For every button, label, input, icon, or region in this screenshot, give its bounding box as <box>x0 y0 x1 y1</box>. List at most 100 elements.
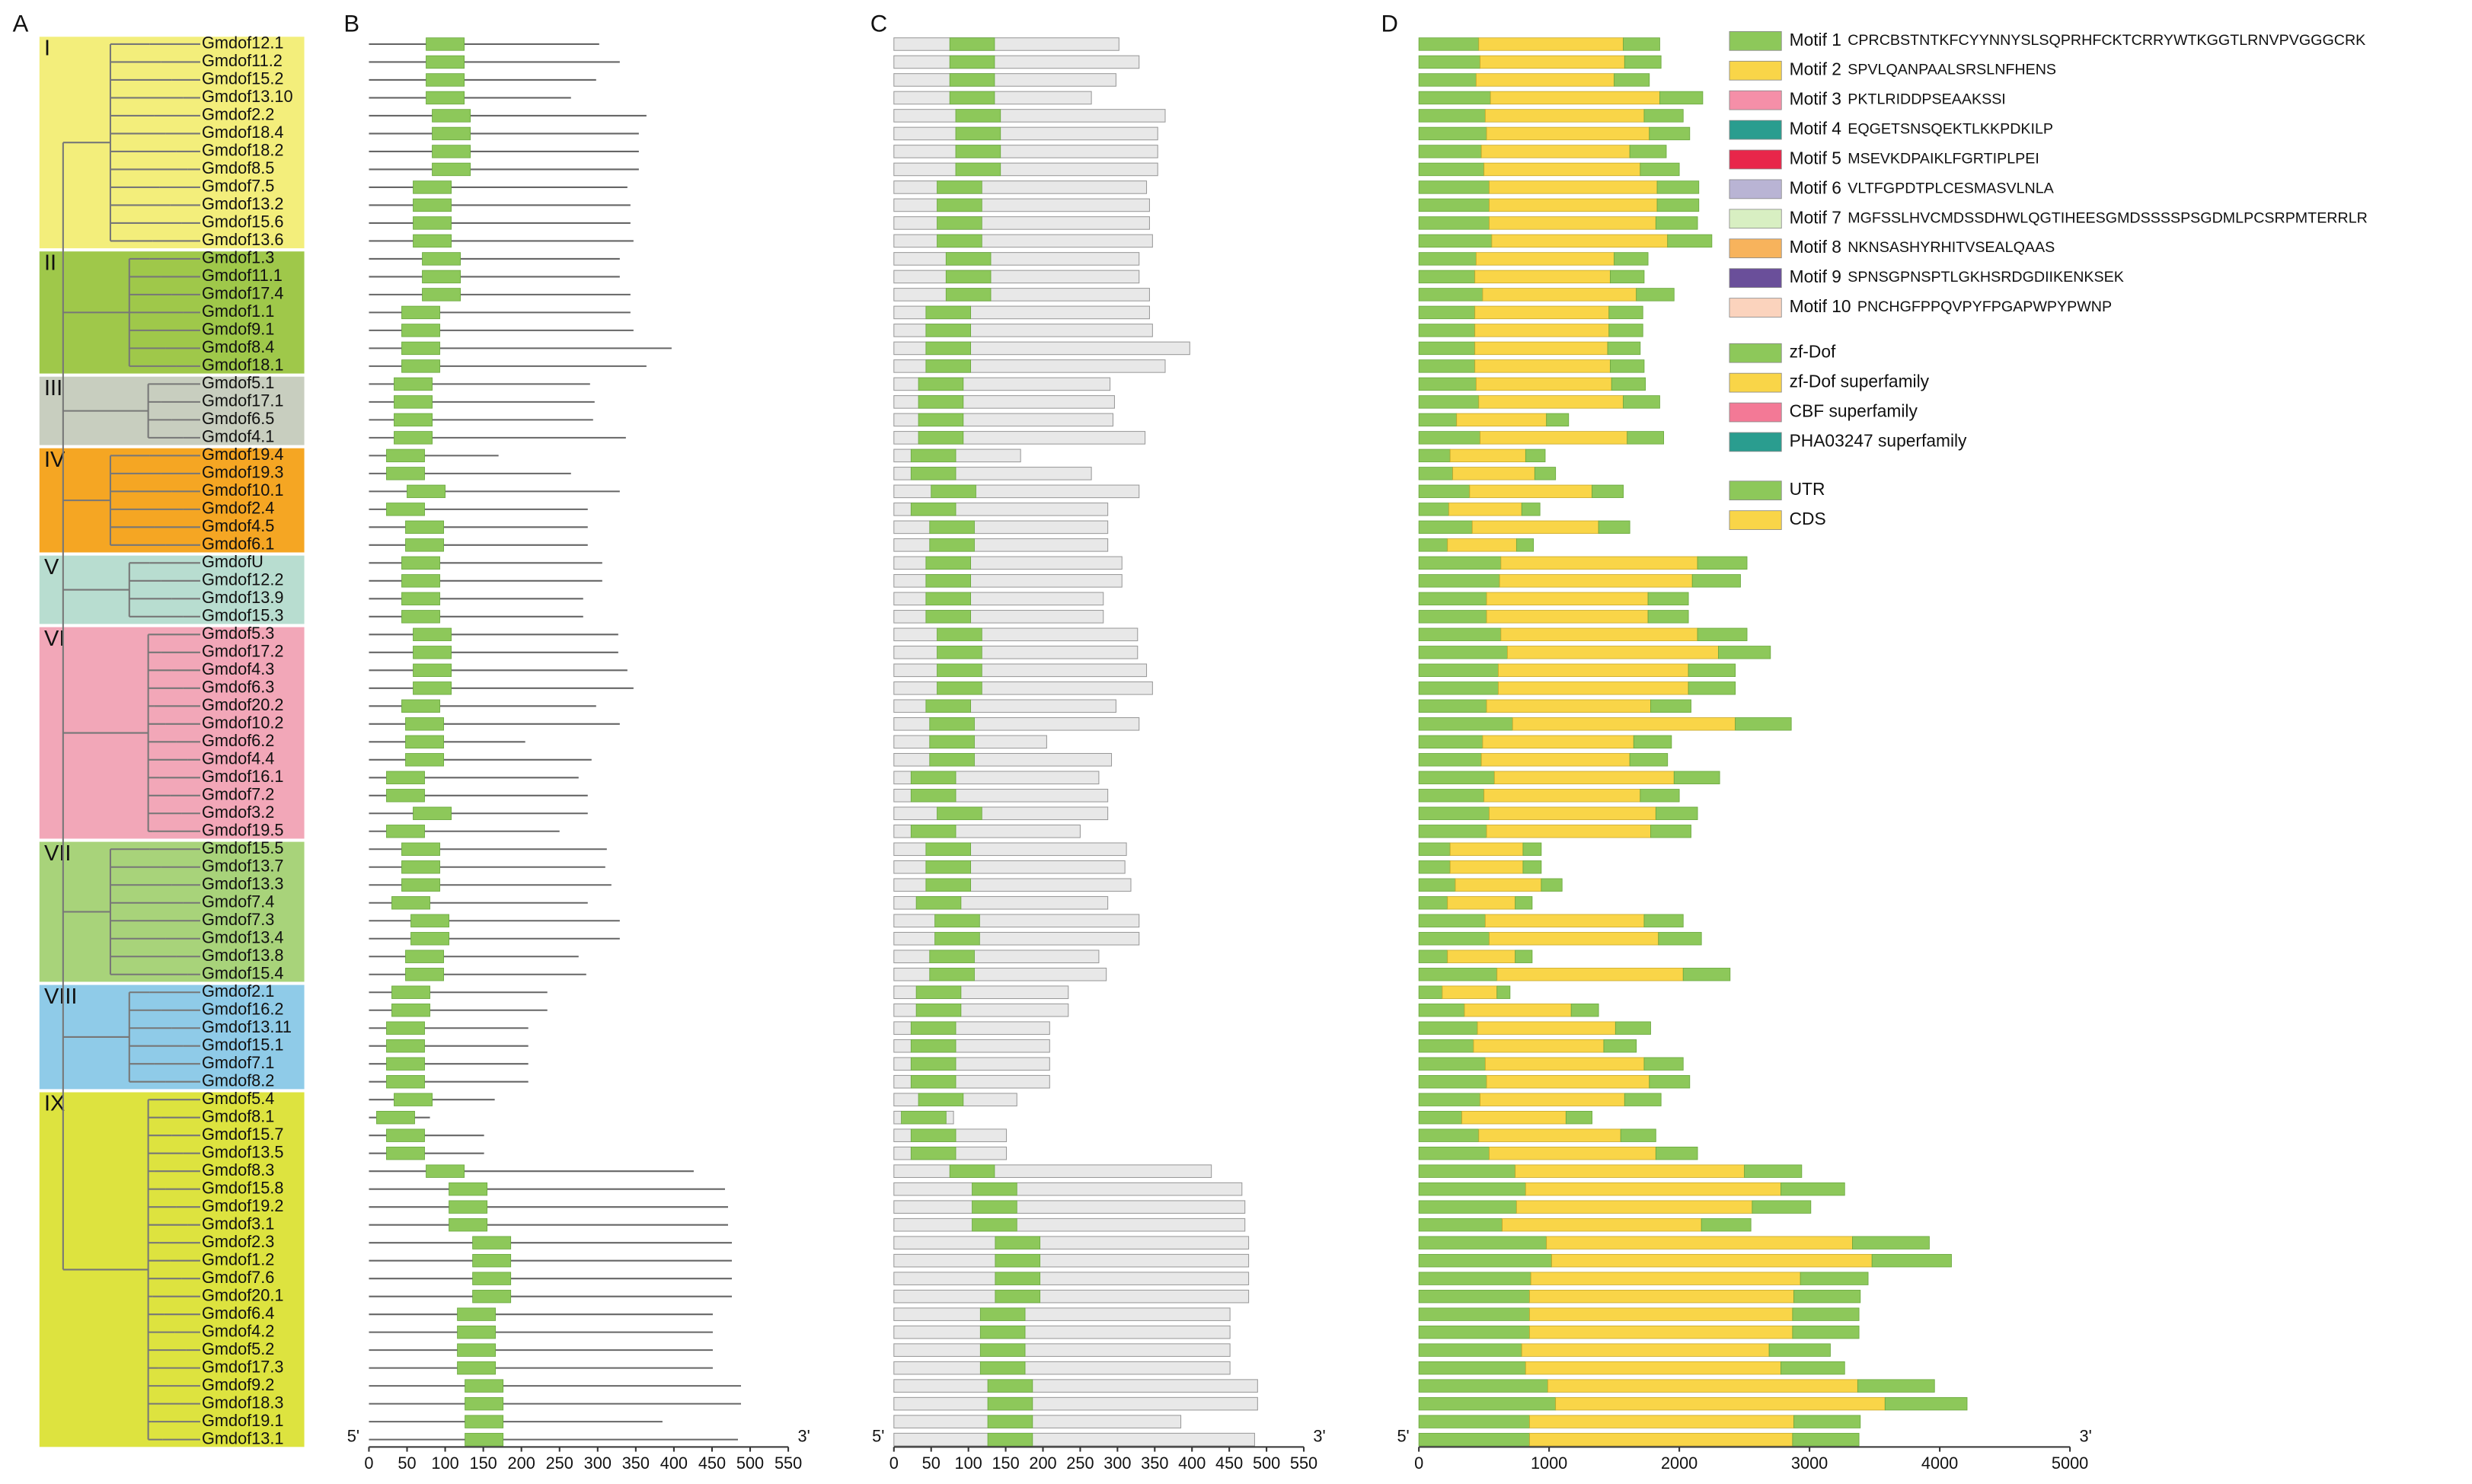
utr-box <box>1607 341 1641 356</box>
domain-box <box>937 627 982 642</box>
utr-box <box>1515 949 1533 963</box>
cds-box <box>1456 413 1547 427</box>
motif-box <box>386 771 425 784</box>
cds-box <box>1478 1128 1621 1142</box>
motif-box <box>391 896 430 910</box>
motif-box <box>413 180 452 194</box>
gene-name: Gmdof13.6 <box>202 230 283 249</box>
motif-box <box>413 681 452 695</box>
legend-name: PHA03247 superfamily <box>1790 430 1967 450</box>
utr-box <box>1418 91 1491 105</box>
x-tick-label: 2000 <box>1661 1454 1698 1473</box>
gene-name: Gmdof7.3 <box>202 910 274 929</box>
domain-box <box>931 484 976 499</box>
protein-box <box>893 681 1153 695</box>
utr-box <box>1629 145 1667 158</box>
utr-box <box>1418 574 1500 588</box>
motif-box <box>401 574 440 588</box>
cds-box <box>1489 216 1656 230</box>
protein-box <box>893 1432 1255 1447</box>
utr-box <box>1752 1200 1812 1214</box>
motif-box <box>432 109 471 123</box>
gene-name: Gmdof8.3 <box>202 1160 274 1179</box>
utr-box <box>1546 413 1570 427</box>
utr-box <box>1418 1218 1503 1232</box>
protein-box <box>893 198 1150 212</box>
cds-box <box>1529 1415 1794 1428</box>
domain-box <box>925 878 971 892</box>
protein-box <box>893 967 1107 981</box>
motif-box <box>465 1379 504 1393</box>
legend-seq: SPVLQANPAALSRSLNFHENS <box>1848 62 2056 78</box>
domain-box <box>915 985 962 999</box>
utr-box <box>1418 484 1471 499</box>
utr-box <box>1610 270 1645 284</box>
cds-box <box>1475 252 1615 266</box>
motif-box <box>391 985 430 999</box>
gene-name: Gmdof5.3 <box>202 624 274 643</box>
protein-box <box>893 252 1140 266</box>
end-label: 3' <box>2080 1427 2092 1446</box>
domain-box <box>901 1111 947 1125</box>
utr-box <box>1682 968 1731 981</box>
cds-box <box>1480 145 1630 158</box>
x-tick-label: 100 <box>431 1454 458 1473</box>
gene-name: Gmdof6.4 <box>202 1304 274 1323</box>
motif-box <box>472 1236 512 1249</box>
motif-box <box>386 789 425 803</box>
utr-box <box>1418 1307 1530 1321</box>
gene-name: Gmdof12.1 <box>202 34 283 53</box>
panel-label: C <box>870 10 887 37</box>
legend-label: UTR <box>1790 479 1825 499</box>
legend-name: Motif 8 <box>1790 237 1841 257</box>
motif-box <box>449 1218 488 1232</box>
utr-box <box>1565 1111 1592 1125</box>
domain-box <box>937 198 982 212</box>
gene-name: Gmdof6.3 <box>202 678 274 697</box>
legend-name: Motif 4 <box>1790 119 1841 139</box>
motif-box <box>465 1432 504 1447</box>
utr-box <box>1871 1253 1952 1268</box>
protein-box <box>893 646 1139 659</box>
utr-box <box>1418 1200 1517 1214</box>
domain-box <box>929 520 975 535</box>
gene-name: Gmdof8.2 <box>202 1071 274 1090</box>
domain-box <box>929 968 975 981</box>
motif-box <box>422 252 461 266</box>
gene-name: Gmdof18.2 <box>202 141 283 160</box>
motif-box <box>401 878 440 892</box>
x-tick-label: 550 <box>774 1454 802 1473</box>
motif-box <box>413 806 452 820</box>
legend-swatch <box>1729 298 1782 318</box>
gene-name: Gmdof11.1 <box>202 266 283 285</box>
motif-box <box>405 949 444 963</box>
domain-box <box>987 1432 1033 1447</box>
protein-box <box>893 931 1140 946</box>
gene-name: Gmdof15.3 <box>202 606 283 625</box>
motif-box <box>413 216 452 230</box>
utr-box <box>1793 1289 1861 1304</box>
gene-name: Gmdof16.1 <box>202 767 283 786</box>
gene-name: GmdofU <box>202 552 263 571</box>
utr-box <box>1418 126 1487 141</box>
motif-box <box>413 646 452 659</box>
x-tick-label: 300 <box>1103 1454 1131 1473</box>
cds-box <box>1498 663 1689 678</box>
cds-box <box>1464 1004 1572 1017</box>
x-tick-label: 450 <box>698 1454 726 1473</box>
cds-box <box>1482 735 1634 748</box>
x-tick-label: 1000 <box>1531 1454 1567 1473</box>
utr-box <box>1598 520 1630 535</box>
motif-box <box>449 1182 488 1196</box>
utr-box <box>1614 73 1650 87</box>
protein-box <box>893 1289 1250 1304</box>
utr-box <box>1647 610 1689 624</box>
end-label: 3' <box>1313 1427 1325 1446</box>
motif-box <box>413 627 452 642</box>
protein-box <box>893 126 1158 141</box>
motif-box <box>401 699 440 713</box>
utr-box <box>1636 288 1675 302</box>
gene-name: Gmdof13.8 <box>202 946 283 965</box>
domain-box <box>925 699 971 713</box>
x-tick-label: 350 <box>1141 1454 1168 1473</box>
